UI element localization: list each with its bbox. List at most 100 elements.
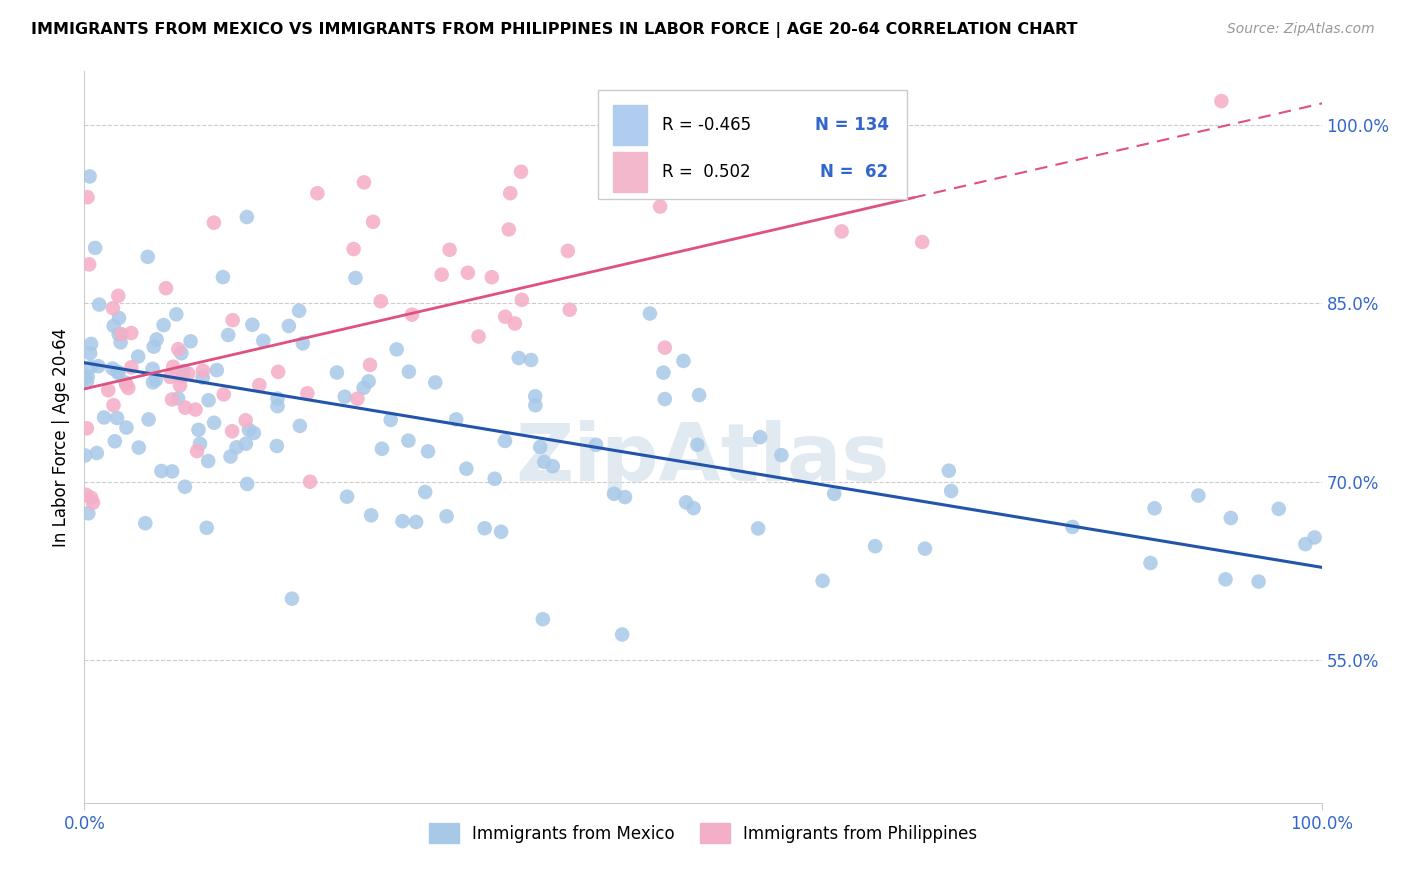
Point — [682, 501, 704, 516]
Point — [225, 441, 247, 455]
Point — [80, 491, 103, 505]
Point — [416, 444, 439, 458]
Point — [558, 302, 581, 317]
Point — [1219, 511, 1241, 525]
Point — [79, 346, 101, 360]
Point — [77, 257, 100, 271]
Point — [173, 364, 195, 378]
Point — [770, 448, 793, 462]
Point — [212, 270, 235, 285]
Point — [240, 318, 263, 332]
Point — [489, 524, 512, 539]
Point — [333, 390, 356, 404]
Point — [107, 289, 129, 303]
Point — [197, 393, 219, 408]
Point — [484, 472, 506, 486]
Point — [1267, 501, 1289, 516]
Point — [533, 455, 555, 469]
Point — [235, 436, 257, 450]
Text: N = 134: N = 134 — [814, 116, 889, 134]
Point — [266, 392, 288, 406]
Point — [114, 376, 136, 390]
Point — [236, 210, 259, 224]
Point — [267, 365, 290, 379]
Point — [110, 335, 132, 350]
Point — [610, 627, 633, 641]
Point — [396, 434, 419, 448]
Point — [391, 514, 413, 528]
Point — [145, 332, 167, 346]
Point — [120, 326, 142, 340]
Point — [167, 392, 190, 406]
Point — [444, 412, 467, 426]
Text: R =  0.502: R = 0.502 — [662, 163, 751, 181]
Point — [76, 375, 98, 389]
Point — [170, 346, 193, 360]
Point — [155, 281, 177, 295]
Point — [531, 612, 554, 626]
Point — [97, 383, 120, 397]
Point — [76, 369, 98, 384]
Point — [101, 361, 124, 376]
Point — [413, 485, 436, 500]
Point — [107, 365, 129, 379]
Point — [145, 373, 167, 387]
Point — [1247, 574, 1270, 589]
Point — [1303, 531, 1326, 545]
Point — [75, 488, 97, 502]
Y-axis label: In Labor Force | Age 20-64: In Labor Force | Age 20-64 — [52, 327, 70, 547]
Point — [326, 366, 349, 380]
Text: IMMIGRANTS FROM MEXICO VS IMMIGRANTS FROM PHILIPPINES IN LABOR FORCE | AGE 20-64: IMMIGRANTS FROM MEXICO VS IMMIGRANTS FRO… — [31, 22, 1077, 38]
Point — [169, 378, 191, 392]
Point — [638, 306, 661, 320]
Point — [159, 370, 181, 384]
Point — [1294, 537, 1316, 551]
Point — [401, 308, 423, 322]
Point — [541, 459, 564, 474]
Point — [162, 359, 184, 374]
Point — [80, 337, 103, 351]
Point — [510, 293, 533, 307]
Point — [86, 446, 108, 460]
Point — [120, 360, 142, 375]
Point — [160, 392, 183, 407]
Point — [557, 244, 579, 258]
Point — [585, 438, 607, 452]
Point — [104, 434, 127, 449]
Point — [235, 413, 257, 427]
Point — [187, 423, 209, 437]
Point — [457, 266, 479, 280]
Point — [191, 370, 214, 384]
Text: N =  62: N = 62 — [821, 163, 889, 181]
Point — [142, 376, 165, 390]
Point — [503, 317, 526, 331]
Legend: Immigrants from Mexico, Immigrants from Philippines: Immigrants from Mexico, Immigrants from … — [422, 817, 984, 849]
Point — [238, 423, 260, 437]
Point — [380, 413, 402, 427]
Point — [108, 310, 131, 325]
Point — [127, 350, 149, 364]
Point — [191, 364, 214, 378]
Point — [939, 483, 962, 498]
Point — [142, 361, 165, 376]
Point — [277, 318, 299, 333]
Point — [863, 539, 886, 553]
Point — [266, 399, 288, 413]
Point — [648, 200, 671, 214]
Point — [84, 241, 107, 255]
Point — [197, 454, 219, 468]
Point — [87, 359, 110, 374]
Point — [281, 591, 304, 606]
Point — [359, 358, 381, 372]
Point — [221, 313, 243, 327]
Point — [353, 381, 375, 395]
Point — [467, 329, 489, 343]
Point — [675, 495, 697, 509]
Point — [291, 336, 314, 351]
Text: Source: ZipAtlas.com: Source: ZipAtlas.com — [1227, 22, 1375, 37]
Point — [1211, 94, 1233, 108]
Point — [652, 366, 675, 380]
Point — [152, 318, 174, 332]
Point — [1215, 572, 1237, 586]
Point — [221, 424, 243, 438]
